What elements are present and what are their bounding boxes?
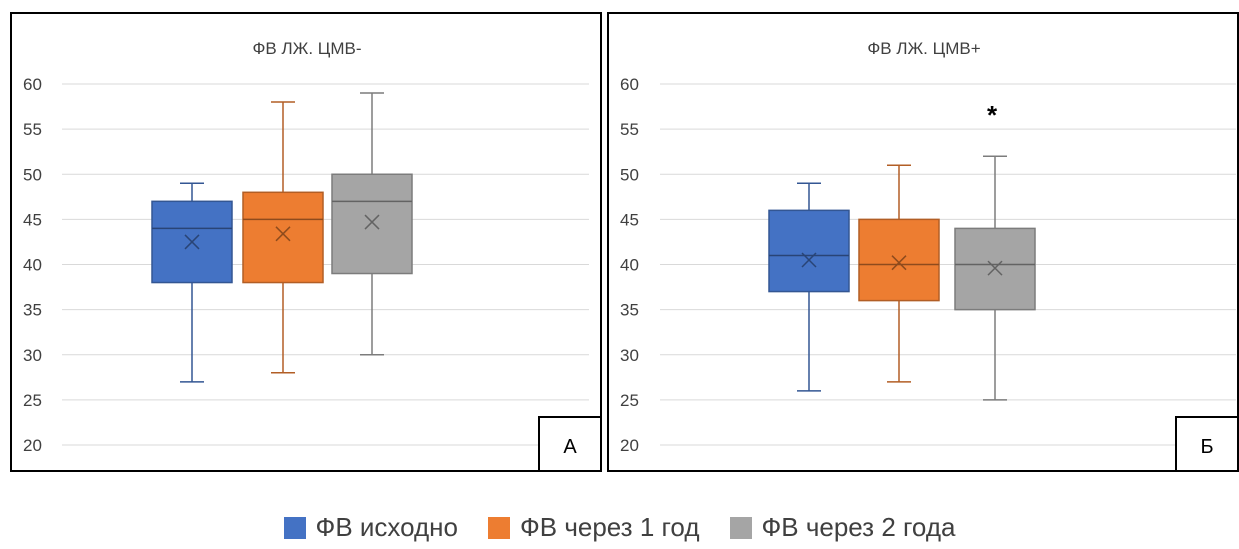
y-tick-label: 50 xyxy=(620,165,639,184)
chart-title: ФВ ЛЖ. ЦМВ- xyxy=(252,39,361,58)
chart-panel-1: ФВ ЛЖ. ЦМВ- 20 25 30 35 40 45 50 55 60 А xyxy=(10,12,602,472)
y-tick-label: 35 xyxy=(620,301,639,320)
legend-label-year2: ФВ через 2 года xyxy=(761,512,956,542)
y-tick-label: 25 xyxy=(23,391,42,410)
legend-swatch-year2 xyxy=(729,516,752,539)
iqr-box xyxy=(858,218,940,302)
chart-panel-2: ФВ ЛЖ. ЦМВ+ 20 25 30 35 40 45 50 55 60 * Б xyxy=(607,12,1239,472)
mean-marker-stroke xyxy=(891,255,907,271)
mean-marker-stroke xyxy=(987,260,1003,276)
legend-item-year1: ФВ через 1 год xyxy=(488,512,700,543)
mean-marker xyxy=(275,226,291,242)
y-tick-label: 40 xyxy=(620,256,639,275)
mean-marker-stroke xyxy=(801,252,817,268)
y-tick-label: 45 xyxy=(620,210,639,229)
mean-marker xyxy=(184,234,200,250)
iqr-box xyxy=(242,191,324,284)
box-year2 xyxy=(954,155,1036,401)
y-tick-label: 55 xyxy=(23,120,42,139)
y-tick-label: 20 xyxy=(620,436,639,455)
y-tick-label: 25 xyxy=(620,391,639,410)
box-year1 xyxy=(242,101,324,374)
box-year2 xyxy=(331,92,413,356)
mean-marker-stroke xyxy=(364,214,380,230)
y-tick-label: 60 xyxy=(23,75,42,94)
mean-marker xyxy=(987,260,1003,276)
significance-annotation: * xyxy=(987,100,998,130)
box-year1 xyxy=(858,164,940,383)
y-tick-label: 60 xyxy=(620,75,639,94)
y-tick-label: 45 xyxy=(23,210,42,229)
legend-label-baseline: ФВ исходно xyxy=(315,512,458,542)
y-tick-label: 55 xyxy=(620,120,639,139)
y-tick-label: 30 xyxy=(620,346,639,365)
y-tick-label: 50 xyxy=(23,165,42,184)
y-tick-label: 30 xyxy=(23,346,42,365)
panel-label-box xyxy=(1175,416,1239,472)
box-baseline xyxy=(151,182,233,383)
mean-marker-stroke xyxy=(275,226,291,242)
iqr-box xyxy=(768,209,850,293)
panel-label-box xyxy=(538,416,602,472)
legend-label-year1: ФВ через 1 год xyxy=(520,512,700,542)
legend: ФВ исходно ФВ через 1 год ФВ через 2 год… xyxy=(0,512,1239,543)
legend-swatch-baseline xyxy=(283,516,306,539)
y-tick-label: 40 xyxy=(23,256,42,275)
chart-title: ФВ ЛЖ. ЦМВ+ xyxy=(867,39,980,58)
mean-marker xyxy=(891,255,907,271)
legend-item-year2: ФВ через 2 года xyxy=(729,512,956,543)
y-tick-label: 20 xyxy=(23,436,42,455)
legend-item-baseline: ФВ исходно xyxy=(283,512,458,543)
panel-label: Б xyxy=(1200,436,1213,458)
mean-marker xyxy=(364,214,380,230)
legend-swatch-year1 xyxy=(488,516,510,539)
iqr-box xyxy=(331,173,413,275)
mean-marker-stroke xyxy=(184,234,200,250)
mean-marker xyxy=(801,252,817,268)
panel-label: А xyxy=(563,436,577,458)
box-baseline xyxy=(768,182,850,392)
y-tick-label: 35 xyxy=(23,301,42,320)
